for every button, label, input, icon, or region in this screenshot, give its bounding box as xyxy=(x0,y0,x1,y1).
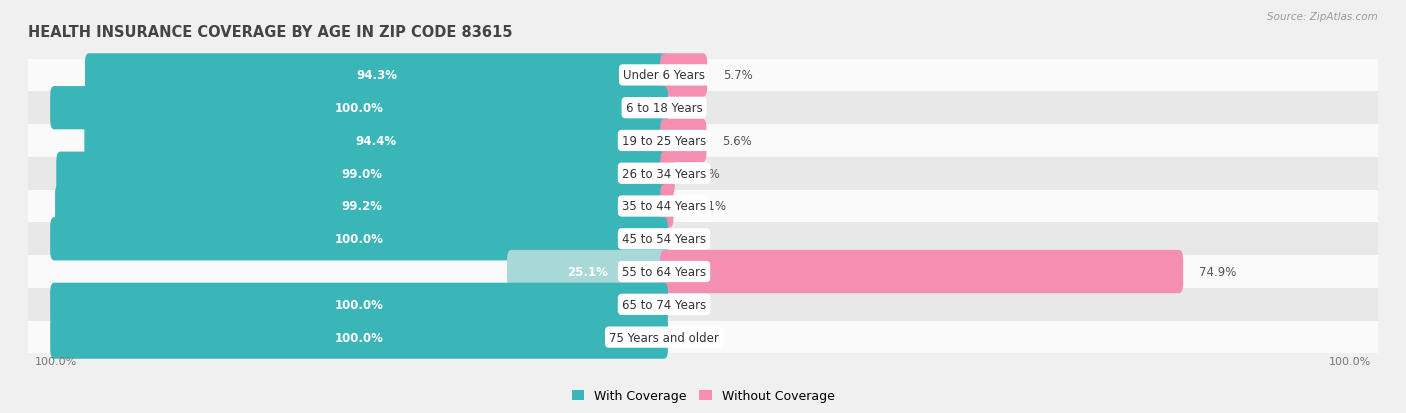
Text: 6 to 18 Years: 6 to 18 Years xyxy=(626,102,703,115)
Text: 100.0%: 100.0% xyxy=(335,298,384,311)
Bar xyxy=(28,190,1378,223)
Text: 100.0%: 100.0% xyxy=(35,356,77,366)
Bar xyxy=(28,223,1378,256)
FancyBboxPatch shape xyxy=(84,119,668,163)
FancyBboxPatch shape xyxy=(51,283,668,326)
FancyBboxPatch shape xyxy=(661,54,707,97)
Text: Source: ZipAtlas.com: Source: ZipAtlas.com xyxy=(1267,12,1378,22)
FancyBboxPatch shape xyxy=(51,87,668,130)
FancyBboxPatch shape xyxy=(56,152,668,195)
Text: 65 to 74 Years: 65 to 74 Years xyxy=(621,298,706,311)
Text: 74.9%: 74.9% xyxy=(1199,266,1236,278)
Text: 5.6%: 5.6% xyxy=(723,135,752,147)
Bar xyxy=(28,256,1378,288)
FancyBboxPatch shape xyxy=(661,250,1184,294)
FancyBboxPatch shape xyxy=(51,316,668,359)
Bar xyxy=(28,288,1378,321)
Text: 5.7%: 5.7% xyxy=(723,69,752,82)
Text: 1.0%: 1.0% xyxy=(690,167,720,180)
Text: 100.0%: 100.0% xyxy=(335,331,384,344)
Text: HEALTH INSURANCE COVERAGE BY AGE IN ZIP CODE 83615: HEALTH INSURANCE COVERAGE BY AGE IN ZIP … xyxy=(28,25,513,40)
Text: 99.0%: 99.0% xyxy=(342,167,382,180)
Bar xyxy=(28,125,1378,157)
Text: 100.0%: 100.0% xyxy=(335,233,384,246)
Text: 35 to 44 Years: 35 to 44 Years xyxy=(621,200,706,213)
Text: 26 to 34 Years: 26 to 34 Years xyxy=(621,167,706,180)
Text: 75 Years and older: 75 Years and older xyxy=(609,331,718,344)
Text: 100.0%: 100.0% xyxy=(335,102,384,115)
Text: 100.0%: 100.0% xyxy=(1329,356,1371,366)
FancyBboxPatch shape xyxy=(661,185,673,228)
Text: 99.2%: 99.2% xyxy=(342,200,382,213)
Text: 0.81%: 0.81% xyxy=(689,200,727,213)
FancyBboxPatch shape xyxy=(51,218,668,261)
Legend: With Coverage, Without Coverage: With Coverage, Without Coverage xyxy=(567,385,839,408)
Text: 94.4%: 94.4% xyxy=(356,135,396,147)
Text: 45 to 54 Years: 45 to 54 Years xyxy=(621,233,706,246)
FancyBboxPatch shape xyxy=(661,119,706,163)
FancyBboxPatch shape xyxy=(508,250,668,294)
Bar xyxy=(28,59,1378,92)
FancyBboxPatch shape xyxy=(84,54,668,97)
Text: 55 to 64 Years: 55 to 64 Years xyxy=(621,266,706,278)
Bar xyxy=(28,157,1378,190)
FancyBboxPatch shape xyxy=(661,152,675,195)
Text: 94.3%: 94.3% xyxy=(356,69,396,82)
Bar xyxy=(28,321,1378,354)
Bar xyxy=(28,92,1378,125)
FancyBboxPatch shape xyxy=(55,185,668,228)
Text: 19 to 25 Years: 19 to 25 Years xyxy=(621,135,706,147)
Text: 25.1%: 25.1% xyxy=(567,266,607,278)
Text: Under 6 Years: Under 6 Years xyxy=(623,69,704,82)
